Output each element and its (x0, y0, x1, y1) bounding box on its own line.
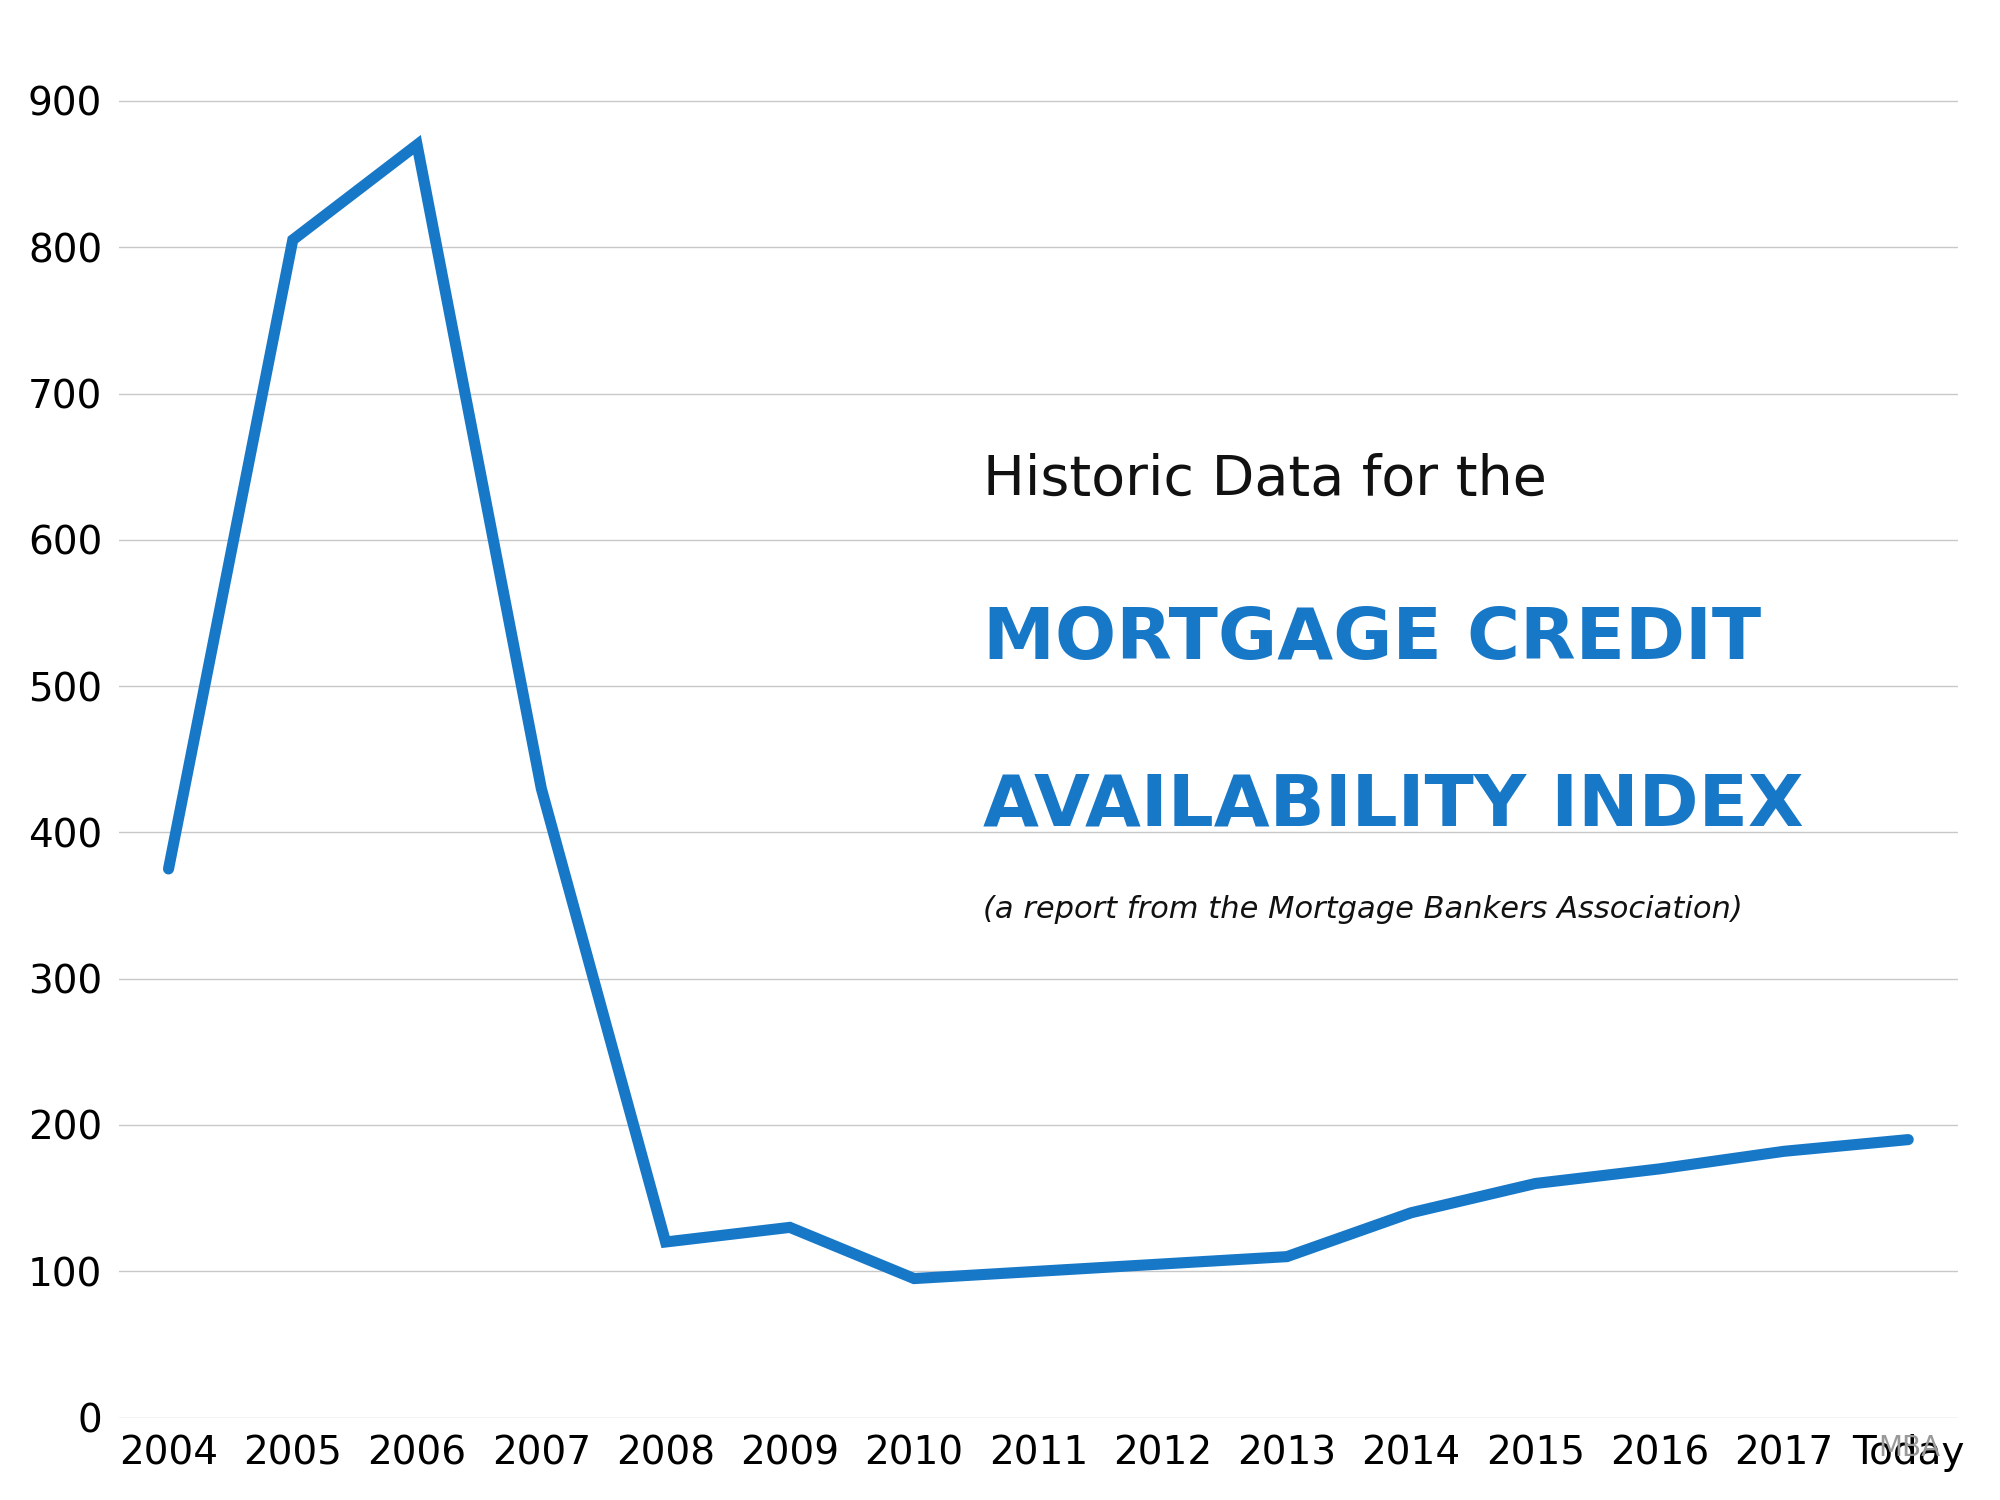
Text: MORTGAGE CREDIT: MORTGAGE CREDIT (984, 604, 1762, 674)
Text: AVAILABILITY INDEX: AVAILABILITY INDEX (984, 772, 1804, 842)
Text: (a report from the Mortgage Bankers Association): (a report from the Mortgage Bankers Asso… (984, 896, 1742, 924)
Text: MBA: MBA (1878, 1434, 1940, 1462)
Text: Historic Data for the: Historic Data for the (984, 453, 1548, 507)
